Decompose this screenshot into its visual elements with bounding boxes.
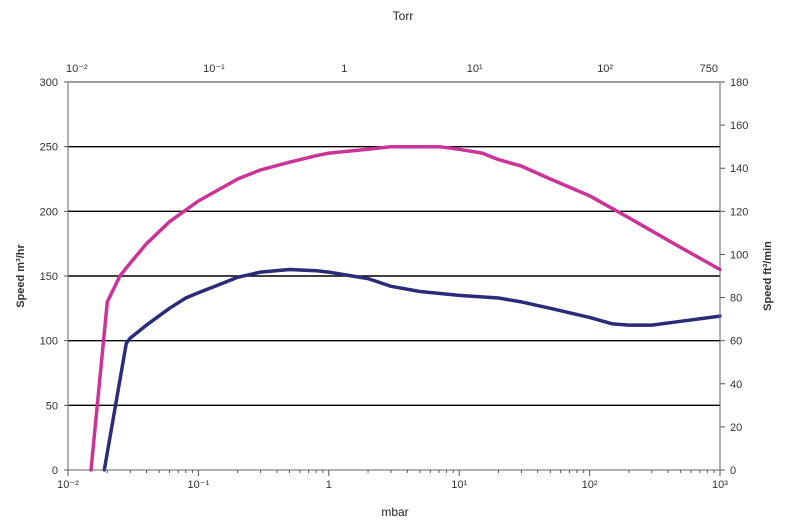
series-layer — [89, 144, 722, 472]
x-tick-label: 10¹ — [451, 479, 467, 491]
y-right-tick-label: 40 — [730, 379, 742, 391]
y-left-tick-label: 100 — [40, 336, 58, 348]
top-tick-label: 10⁻² — [66, 63, 88, 75]
top-axis-title: Torr — [393, 9, 414, 23]
x-tick-label: 10⁻² — [57, 479, 79, 491]
x-tick-label: 10² — [582, 479, 598, 491]
y-right-tick-label: 60 — [730, 336, 742, 348]
y-right-tick-label: 140 — [730, 163, 748, 175]
y-axis-right-title: Speed ft³/min — [762, 241, 774, 311]
y-right-tick-label: 180 — [730, 77, 748, 89]
y-right-tick-label: 20 — [730, 422, 742, 434]
y-right-tick-label: 100 — [730, 249, 748, 261]
top-tick-label: 10⁻¹ — [203, 63, 225, 75]
series-line-1 — [89, 144, 722, 472]
y-left-tick-label: 250 — [40, 142, 58, 154]
top-tick-label: 10² — [597, 63, 613, 75]
top-tick-label: 10¹ — [467, 63, 483, 75]
y-right-tick-label: 80 — [730, 293, 742, 305]
y-axis-left-title: Speed m³/hr — [15, 244, 27, 308]
y-left-tick-label: 0 — [52, 465, 58, 477]
x-tick-label: 1 — [326, 479, 332, 491]
y-left-tick-label: 50 — [46, 400, 58, 412]
x-tick-label: 10⁻¹ — [188, 479, 210, 491]
y-right-tick-label: 120 — [730, 206, 748, 218]
y-left-tick-label: 200 — [40, 206, 58, 218]
series-line-2 — [102, 267, 722, 472]
y-right-tick-label: 0 — [730, 465, 736, 477]
axes — [64, 81, 725, 476]
top-tick-label: 750 — [700, 63, 718, 75]
y-left-tick-label: 300 — [40, 77, 58, 89]
x-axis-title: mbar — [381, 505, 408, 519]
tick-labels: 0 50 100 150 200 250 300 0 20 40 60 80 100 120 140 160 1… — [40, 63, 749, 491]
y-right-tick-label: 160 — [730, 120, 748, 132]
x-tick-label: 10³ — [712, 479, 728, 491]
y-left-tick-label: 150 — [40, 271, 58, 283]
grid — [68, 81, 720, 407]
top-tick-label: 1 — [341, 63, 347, 75]
